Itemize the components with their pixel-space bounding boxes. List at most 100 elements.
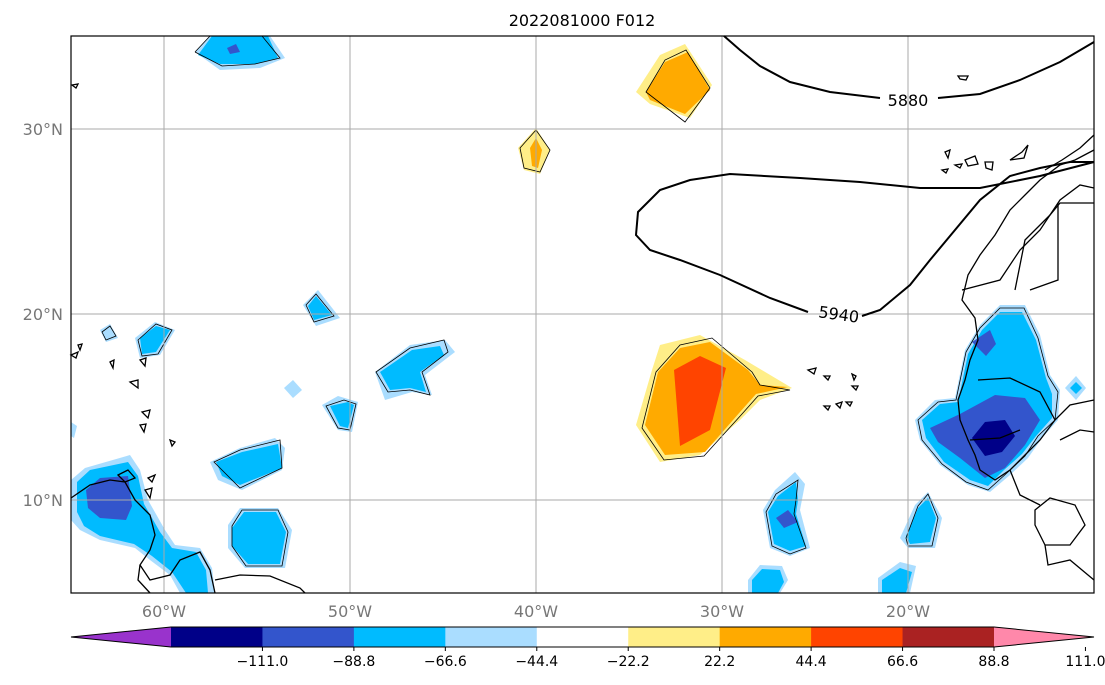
border [1029, 203, 1059, 291]
coastline-south-america [214, 574, 306, 594]
anomaly-blob-negative [380, 346, 444, 392]
border [977, 377, 1056, 421]
anomaly-blob-negative [284, 380, 302, 398]
colorbar-segment [902, 627, 995, 647]
colorbar-ticks: −111.0 −88.8 −66.6 −44.4 −22.2 22.2 44.4 66.6 88… [237, 647, 1105, 670]
lon-tick-label: 30°W [700, 602, 744, 621]
colorbar-segment [353, 627, 446, 647]
colorbar: −111.0 −88.8 −66.6 −44.4 −22.2 22.2 44.4 66.6 88… [70, 626, 1105, 670]
colorbar-tick-label: 66.6 [887, 654, 918, 670]
figure-title: 2022081000 F012 [509, 11, 656, 30]
anomaly-blob-negative [86, 476, 132, 520]
anomaly-blob-negative [1070, 382, 1082, 394]
colorbar-tick-label: −66.6 [424, 654, 467, 670]
border [1044, 544, 1095, 581]
anomaly-outline [519, 129, 551, 173]
map-frame [70, 35, 1095, 594]
anomaly-blob-negative [752, 569, 784, 593]
border [969, 429, 1021, 441]
coastline-africa [957, 149, 1095, 481]
island [140, 409, 151, 420]
lon-tick-label: 60°W [142, 602, 186, 621]
anomaly-outline [137, 323, 173, 357]
border [961, 184, 1095, 291]
island-cape-verde [822, 375, 832, 382]
colorbar-segment [628, 627, 721, 647]
colorbar-tick-label: −22.2 [607, 654, 650, 670]
colorbar-tick-label: 111.0 [1065, 654, 1105, 670]
island-canary [944, 148, 951, 160]
map-panel: 5880 5940 [69, 35, 1095, 594]
graticule [71, 36, 1094, 593]
lon-tick-label: 20°W [886, 602, 930, 621]
anomaly-outline [101, 325, 117, 341]
coastline-layer [69, 75, 1095, 594]
anomaly-blob-negative [227, 44, 240, 54]
anomaly-blob-positive [674, 356, 726, 446]
island-cape-verde [850, 372, 857, 382]
coastline-south-america [137, 564, 151, 594]
lat-tick-label: 30°N [23, 120, 63, 139]
island [138, 357, 147, 368]
anomaly-fill-layer [71, 36, 1086, 593]
anomaly-blob-negative [776, 510, 798, 528]
border [1009, 469, 1041, 506]
island [70, 83, 80, 89]
island [143, 487, 153, 500]
anomaly-outline [231, 509, 289, 567]
height-contour-layer [634, 35, 1095, 317]
island-canary [964, 155, 979, 167]
colorbar-tick-label: 88.8 [978, 654, 1009, 670]
contour-label-5880: 5880 [888, 91, 929, 110]
colorbar-segment [171, 627, 263, 647]
anomaly-outline [375, 339, 449, 396]
island [128, 379, 139, 390]
island-cape-verde [850, 385, 860, 392]
colorbar-tick-label: −111.0 [237, 654, 289, 670]
colorbar-segment [445, 627, 538, 647]
anomaly-blob-negative [906, 498, 936, 544]
border [1059, 429, 1095, 441]
anomaly-outline [641, 337, 791, 461]
island [146, 473, 157, 484]
anomaly-blob-negative [232, 512, 286, 564]
anomaly-blob-positive [646, 52, 710, 114]
axis-labels: 60°W 50°W 40°W 30°W 20°W 30°N 20°N 10°N [23, 120, 931, 621]
island-cape-verde [844, 401, 854, 408]
coastline-south-america [70, 479, 216, 594]
height-contour-5880 [723, 35, 1095, 99]
island [69, 350, 80, 359]
colorbar-segments [70, 626, 1095, 648]
border [1034, 497, 1086, 546]
colorbar-extend-low [71, 627, 171, 647]
island-madeira [956, 75, 970, 81]
colorbar-segment [536, 627, 629, 647]
anomaly-blob-negative [140, 326, 170, 354]
anomaly-outline [194, 35, 281, 67]
colorbar-segment [811, 627, 904, 647]
lon-tick-label: 50°W [328, 602, 372, 621]
anomaly-outline [305, 293, 335, 323]
lat-tick-label: 10°N [23, 491, 63, 510]
colorbar-segment [719, 627, 812, 647]
colorbar-segment [262, 627, 355, 647]
island [168, 438, 177, 448]
colorbar-tick-label: 44.4 [796, 654, 827, 670]
anomaly-blob-negative [972, 330, 996, 356]
anomaly-outline-layer [101, 35, 1059, 567]
island-cape-verde [834, 400, 844, 410]
island-canary [940, 168, 950, 174]
colorbar-tick-label: 22.2 [704, 654, 735, 670]
island [138, 423, 147, 434]
anomaly-outline [213, 439, 283, 489]
island-canary [1009, 144, 1029, 161]
island [77, 343, 83, 352]
colorbar-tick-label: −44.4 [515, 654, 558, 670]
lat-tick-label: 20°N [23, 305, 63, 324]
island-canary [984, 161, 994, 171]
anomaly-blob-negative [216, 444, 282, 485]
lon-tick-label: 40°W [514, 602, 558, 621]
island-cape-verde [822, 405, 832, 412]
height-contour-5940 [634, 161, 1095, 317]
colorbar-extend-high [994, 627, 1094, 647]
